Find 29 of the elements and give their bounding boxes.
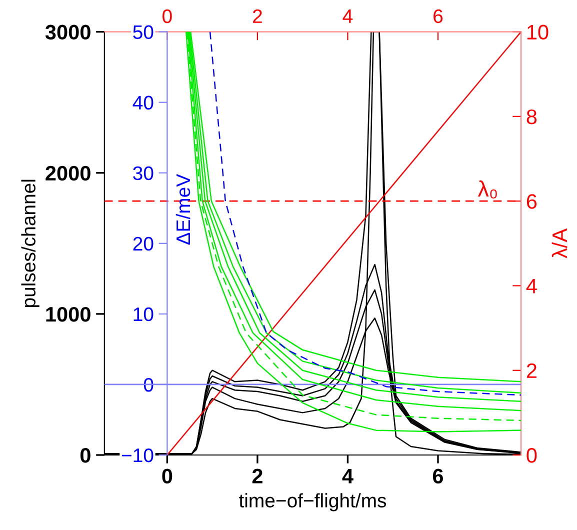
- x2-tick-label: 2: [252, 468, 262, 484]
- y2-tick-label: 10: [527, 24, 548, 40]
- x2-tick-label: 0: [162, 468, 172, 484]
- y2-tick-label: 4: [526, 278, 537, 294]
- y2-tick-label: 6: [526, 194, 537, 209]
- y2-tick-label: 8: [526, 109, 537, 124]
- y-tick-label: 0: [80, 448, 90, 463]
- x-tick-label: 0: [162, 9, 172, 24]
- x-tick-label: 2: [253, 9, 262, 23]
- x-tick-label: 4: [342, 10, 353, 23]
- y2-tick-label: 2: [526, 363, 536, 378]
- y-axis-title: pulses/channel: [21, 180, 40, 308]
- x-axis-title: time−of−flight/ms: [239, 493, 386, 512]
- y3-tick-label: 50: [133, 25, 154, 40]
- x-tick-label: 6: [434, 9, 443, 24]
- y3-tick-label: 40: [132, 96, 154, 110]
- y-tick-label: 1000: [46, 306, 90, 322]
- y3-axis-title: ΔE/meV: [176, 174, 190, 245]
- ref-line-label: λ₀: [478, 180, 497, 198]
- y3-tick-label: 30: [133, 166, 154, 180]
- y3-tick-label: −10: [122, 448, 154, 462]
- y-tick-label: 3000: [45, 24, 90, 40]
- y2-tick-label: 0: [526, 448, 537, 463]
- x2-tick-label: 4: [342, 468, 354, 484]
- y3-tick-label: 10: [134, 307, 154, 322]
- y-tick-label: 2000: [46, 166, 90, 181]
- x2-tick-label: 6: [432, 468, 444, 484]
- y2-axis-title: λ/A: [552, 228, 568, 258]
- y3-tick-label: 20: [133, 236, 154, 251]
